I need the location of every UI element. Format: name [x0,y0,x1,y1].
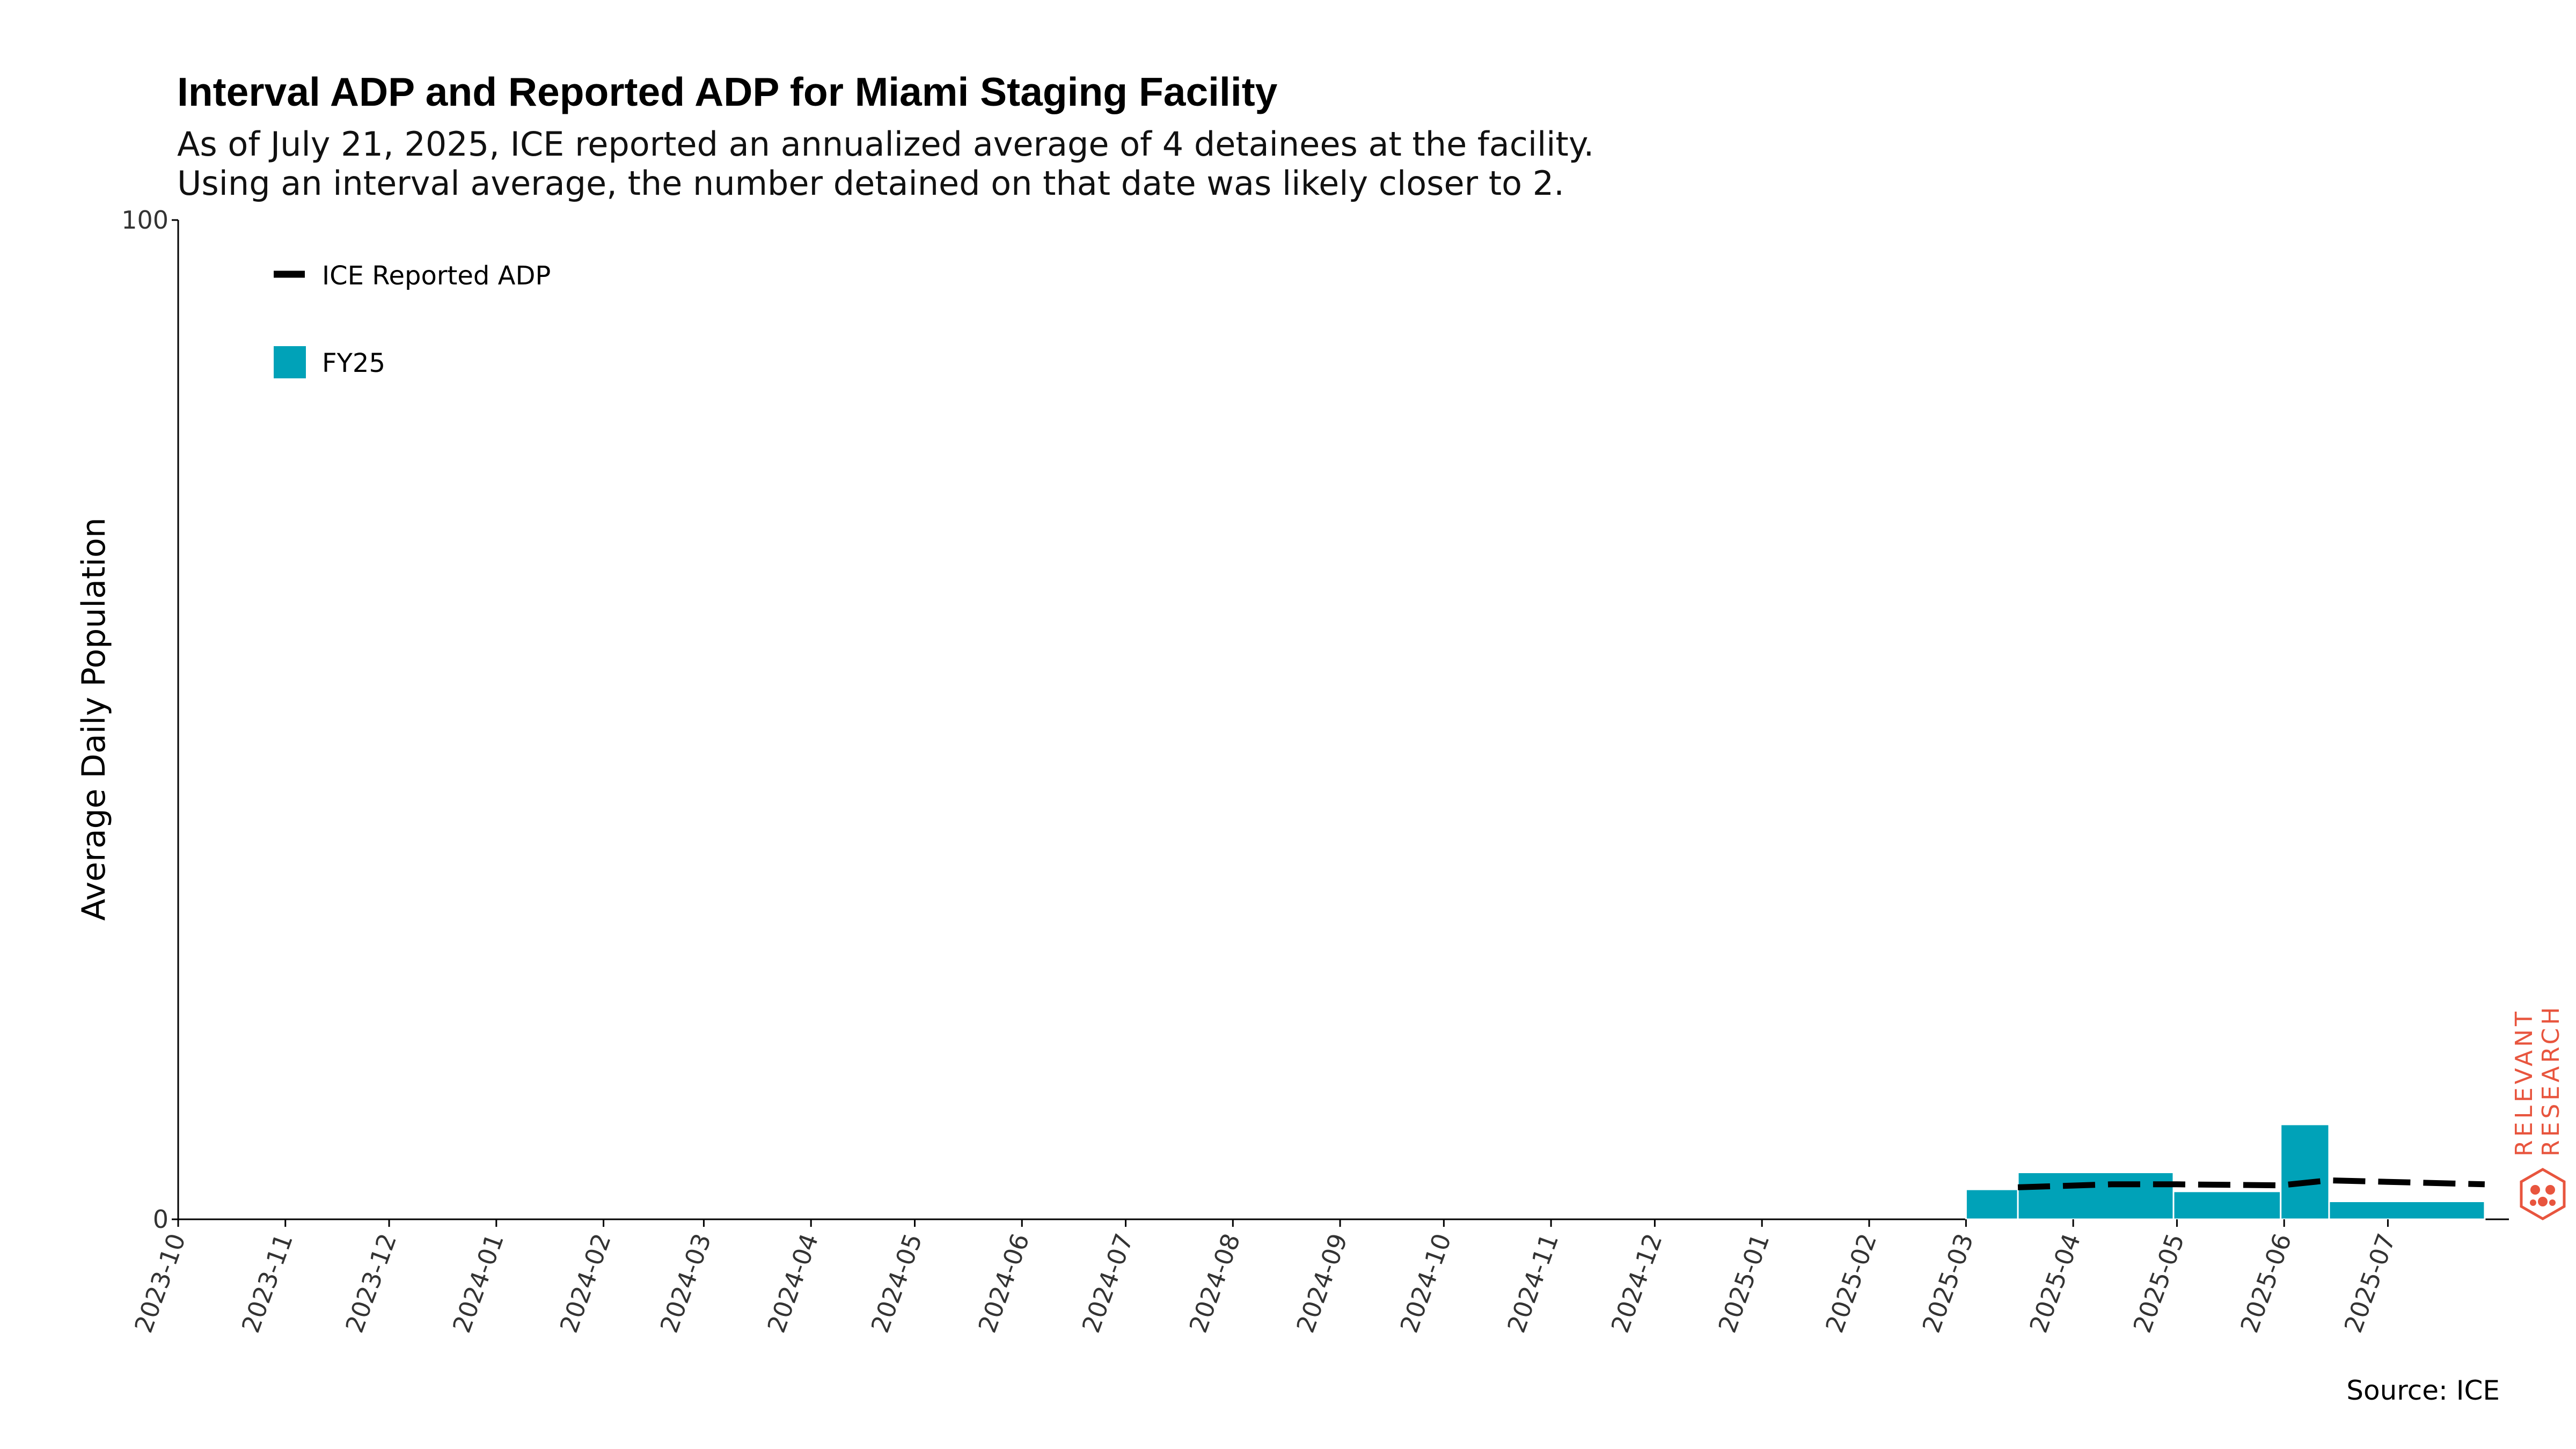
x-tick-label: 2025-04 [2024,1230,2086,1336]
x-tick-label: 2024-04 [762,1230,824,1336]
brand-logo: RELEVANT RESEARCH [2513,1004,2566,1220]
x-tick-label: 2024-05 [865,1230,927,1336]
legend-label-fy25: FY25 [322,348,385,378]
brand-logo-text-2: RESEARCH [2537,1004,2565,1157]
axes [177,220,2509,1220]
bar [2172,1190,2282,1220]
x-tick-label: 2024-11 [1502,1230,1564,1336]
x-tick-label: 2023-10 [129,1230,191,1336]
x-tick-label: 2024-10 [1394,1230,1457,1336]
y-tick-label: 100 [121,206,169,235]
x-tick-label: 2025-03 [1916,1230,1979,1336]
bar-series [1965,1123,2486,1220]
x-axis-ticks: 2023-10 2023-11 2023-12 2024-01 2024-02 2024-… [129,1219,2401,1336]
x-tick-label: 2025-02 [1820,1230,1882,1336]
x-tick-label: 2024-09 [1291,1230,1353,1336]
bar [1965,1188,2019,1220]
chart-subtitle-line-2: Using an interval average, the number de… [177,164,1564,203]
source-note: Source: ICE [2346,1375,2500,1406]
y-axis-label: Average Daily Population [75,517,113,921]
x-tick-label: 2025-06 [2235,1230,2297,1336]
legend-bar-swatch [274,346,306,378]
brand-logo-text-1: RELEVANT [2513,1008,2538,1157]
x-tick-label: 2025-01 [1713,1230,1775,1336]
x-tick-label: 2025-07 [2338,1230,2401,1336]
bar [2017,1171,2175,1220]
x-tick-label: 2024-07 [1076,1230,1138,1336]
x-tick-label: 2024-01 [447,1230,509,1336]
x-tick-label: 2024-03 [654,1230,716,1336]
x-tick-label: 2025-05 [2127,1230,2190,1336]
x-tick-label: 2024-06 [972,1230,1035,1336]
brand-hexagon-icon [2520,1168,2566,1220]
chart-subtitle-line-1: As of July 21, 2025, ICE reported an ann… [177,125,1594,164]
y-tick-label: 0 [153,1205,169,1234]
bar [2280,1123,2330,1220]
reported-adp-line [2017,1177,2485,1190]
x-tick-label: 2024-08 [1183,1230,1246,1336]
x-tick-label: 2023-11 [236,1230,298,1336]
legend-label-reported-adp: ICE Reported ADP [322,261,551,291]
line-series [2017,1177,2485,1190]
y-axis-ticks: 0 100 [121,206,178,1234]
legend: ICE Reported ADP FY25 [274,261,551,378]
x-tick-label: 2024-02 [554,1230,616,1336]
chart-title: Interval ADP and Reported ADP for Miami … [177,69,1278,114]
x-tick-label: 2023-12 [340,1230,402,1336]
bar [2328,1200,2486,1220]
x-tick-label: 2024-12 [1605,1230,1667,1336]
